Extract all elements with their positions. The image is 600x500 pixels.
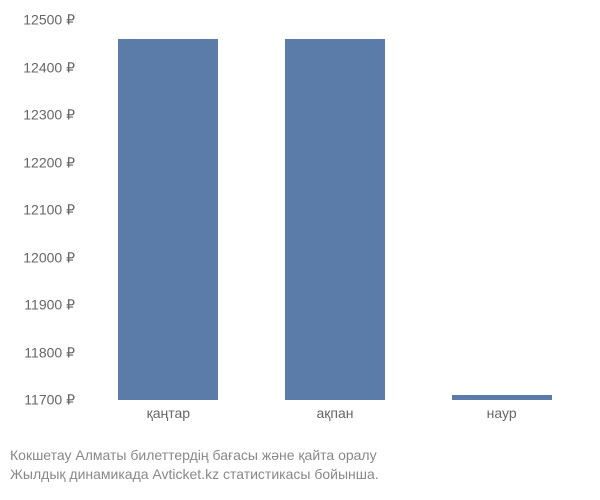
x-tick-label: наур bbox=[487, 405, 517, 421]
caption-line-2: Жылдық динамикада Avticket.kz статистика… bbox=[10, 465, 379, 485]
y-tick-label: 12000 ₽ bbox=[23, 249, 75, 266]
y-tick-label: 12100 ₽ bbox=[23, 202, 75, 219]
y-tick-label: 11800 ₽ bbox=[24, 344, 75, 361]
bar bbox=[285, 39, 385, 400]
y-tick-label: 12500 ₽ bbox=[23, 12, 75, 29]
y-axis: 11700 ₽11800 ₽11900 ₽12000 ₽12100 ₽12200… bbox=[0, 20, 80, 400]
caption-line-1: Кокшетау Алматы билеттердің бағасы және … bbox=[10, 446, 379, 466]
y-tick-label: 11700 ₽ bbox=[24, 392, 75, 409]
bar bbox=[118, 39, 218, 400]
y-tick-label: 11900 ₽ bbox=[24, 297, 75, 314]
plot-area bbox=[85, 20, 585, 400]
bar bbox=[452, 395, 552, 400]
y-tick-label: 12400 ₽ bbox=[23, 59, 75, 76]
x-axis: қаңтар ақпан наур bbox=[85, 405, 585, 430]
x-tick-label: қаңтар bbox=[147, 405, 190, 421]
y-tick-label: 12300 ₽ bbox=[23, 107, 75, 124]
chart-caption: Кокшетау Алматы билеттердің бағасы және … bbox=[10, 446, 379, 485]
chart-container: 11700 ₽ 11800 ₽ 11900 ₽ 12000 ₽ 12100 ₽ 12200… bbox=[0, 0, 600, 500]
y-tick-label: 12200 ₽ bbox=[23, 154, 75, 171]
x-tick-label: ақпан bbox=[316, 405, 353, 421]
